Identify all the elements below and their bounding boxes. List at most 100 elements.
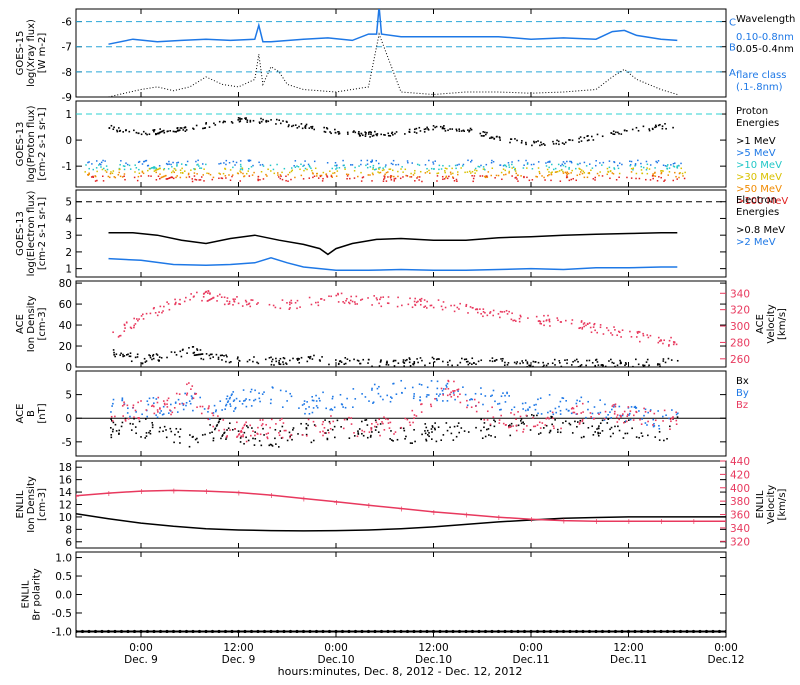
data-point xyxy=(290,302,293,304)
data-point xyxy=(244,117,246,120)
data-point xyxy=(253,444,256,446)
flux-point xyxy=(191,178,194,180)
data-point xyxy=(626,420,628,423)
data-point xyxy=(551,362,554,365)
data-point xyxy=(618,429,621,432)
data-point xyxy=(486,131,488,134)
data-point xyxy=(296,358,298,360)
flux-point xyxy=(508,170,511,173)
data-point xyxy=(305,408,307,410)
data-point xyxy=(114,415,116,418)
flux-point xyxy=(546,168,549,171)
data-point xyxy=(413,131,416,133)
data-point xyxy=(311,127,313,130)
flux-point xyxy=(456,164,459,166)
data-point xyxy=(248,359,251,361)
flux-point xyxy=(637,159,639,162)
data-point xyxy=(613,413,616,415)
data-point xyxy=(157,396,160,399)
flux-point xyxy=(193,168,195,170)
data-point xyxy=(387,134,390,137)
flux-point xyxy=(555,171,557,173)
data-point xyxy=(638,410,640,412)
flux-point xyxy=(105,171,108,173)
data-point xyxy=(631,128,634,131)
flux-point xyxy=(562,172,565,174)
data-point xyxy=(570,322,573,325)
data-point xyxy=(445,422,448,424)
data-point xyxy=(133,324,135,327)
flux-point xyxy=(365,164,367,167)
data-point xyxy=(173,351,176,354)
data-point xyxy=(389,135,392,137)
flux-point xyxy=(159,177,161,180)
data-point xyxy=(258,121,261,124)
flux-point xyxy=(303,164,305,167)
flux-point xyxy=(369,174,371,176)
data-point xyxy=(592,434,595,436)
data-point xyxy=(314,425,317,427)
data-point xyxy=(424,432,427,435)
data-point xyxy=(158,132,160,135)
right-y-tick-label: 280 xyxy=(730,337,750,349)
flux-point xyxy=(545,165,548,167)
data-point xyxy=(499,310,502,313)
data-point xyxy=(632,419,635,421)
data-point xyxy=(358,133,361,136)
data-point xyxy=(444,306,447,309)
data-point xyxy=(488,434,490,436)
data-point xyxy=(663,409,666,412)
flux-point xyxy=(334,164,336,167)
data-point xyxy=(406,418,409,421)
flux-point xyxy=(228,161,231,164)
data-point xyxy=(214,410,217,413)
flux-point xyxy=(294,166,297,169)
data-point xyxy=(655,125,658,128)
data-point xyxy=(331,397,334,400)
data-point xyxy=(149,430,151,432)
data-point xyxy=(315,301,317,304)
flux-point xyxy=(147,164,150,167)
flux-point xyxy=(276,163,278,166)
flux-point xyxy=(550,179,552,182)
data-point xyxy=(179,303,181,306)
flux-point xyxy=(249,159,252,162)
y-axis-label-line: [cm-2 s-1 sr-1] xyxy=(37,197,48,270)
series-ion-density xyxy=(112,346,679,367)
flux-point xyxy=(221,177,224,180)
flux-point xyxy=(432,161,434,163)
data-point xyxy=(136,356,139,358)
data-point xyxy=(493,419,495,421)
data-point xyxy=(205,123,207,125)
data-point xyxy=(532,365,534,367)
data-point xyxy=(542,142,545,145)
data-point xyxy=(468,130,470,133)
data-point xyxy=(612,130,615,133)
data-point xyxy=(592,326,595,328)
flux-point xyxy=(346,175,349,177)
data-point xyxy=(451,128,454,130)
data-point xyxy=(126,354,128,356)
x-tick-label-date: Dec.11 xyxy=(610,654,647,666)
data-point xyxy=(596,428,598,430)
polarity-point xyxy=(665,629,670,634)
flux-point xyxy=(587,172,590,174)
flux-point xyxy=(494,177,496,179)
data-point xyxy=(401,392,403,394)
data-point xyxy=(426,386,429,389)
data-point xyxy=(368,431,371,433)
y-axis-label-line: GOES-15 xyxy=(15,31,26,76)
flux-point xyxy=(134,171,136,173)
data-point xyxy=(161,130,163,133)
data-point xyxy=(483,422,486,424)
flux-point xyxy=(248,159,251,161)
data-point xyxy=(484,395,487,397)
flux-point xyxy=(104,160,106,162)
flux-point xyxy=(514,167,517,170)
data-point xyxy=(359,362,361,365)
data-point xyxy=(480,359,483,362)
flux-point xyxy=(646,167,648,169)
flux-point xyxy=(231,174,234,176)
data-point xyxy=(338,131,340,133)
data-point xyxy=(429,304,432,307)
